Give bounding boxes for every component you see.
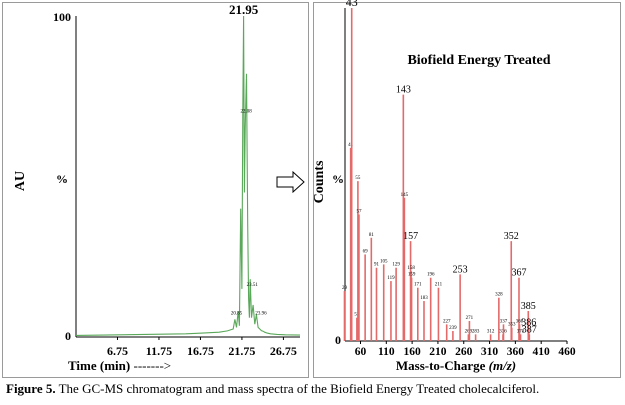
y-axis-unit: %	[56, 172, 68, 186]
caption-text: The GC-MS chromatogram and mass spectra …	[55, 381, 540, 396]
peak-label: 158	[407, 266, 415, 271]
x-tick-label: 310	[481, 346, 499, 358]
peak-label: 271	[466, 316, 474, 321]
x-tick-label: 11.75	[146, 344, 172, 358]
x-tick-label: 16.75	[187, 344, 214, 358]
peak-label: 328	[495, 293, 503, 298]
x-axis-label: Mass-to-Charge (m/z)	[396, 358, 516, 373]
peak-label: 337	[500, 319, 508, 324]
peak-label: 353	[508, 323, 516, 328]
x-tick-label: 260	[455, 346, 473, 358]
x-tick-label: 410	[533, 346, 551, 358]
x-tick-label: 110	[378, 346, 395, 358]
peak-label: 370	[517, 329, 525, 334]
chromatogram-trace	[75, 15, 301, 336]
x-axis-arrow: ------->	[133, 358, 171, 373]
peak-label: 283	[472, 329, 480, 334]
peak-label: 21.95	[229, 2, 259, 17]
y-axis-label: AU	[13, 171, 28, 191]
x-tick-label: 21.75	[228, 344, 255, 358]
figure-charts: 100 0% AU 6.75 11.75 16.75 21.75 26.75 Time (min…	[13, 0, 576, 373]
peak-label: 43	[346, 0, 358, 9]
y-tick-label: 100	[53, 10, 71, 24]
peak-label: 171	[414, 283, 422, 288]
peak-label: 211	[435, 283, 443, 288]
peak-label: 239	[449, 326, 457, 331]
figure-caption: Figure 5. The GC-MS chromatogram and mas…	[6, 381, 621, 397]
peak-label: 385	[521, 301, 536, 312]
peak-label: 143	[396, 85, 411, 96]
peak-label: 57	[356, 209, 362, 214]
peak-label: 23.96	[255, 312, 267, 317]
peak-label: 157	[403, 231, 418, 242]
peak-label: 69	[363, 249, 369, 254]
peak-label: 20.85	[231, 312, 243, 317]
x-tick-label: 460	[558, 346, 576, 358]
peak-label: 119	[387, 276, 395, 281]
y-axis-unit: %	[332, 172, 344, 186]
y-axis-label: Counts	[312, 160, 327, 203]
peak-label: 159	[408, 273, 416, 278]
peak-label: 183	[420, 296, 428, 301]
x-axis-unit: (m/z)	[489, 358, 516, 373]
peak-label: 352	[504, 231, 519, 242]
caption-label: Figure 5.	[6, 381, 56, 396]
peak-label: 91	[374, 263, 380, 268]
peak-label: 29	[342, 286, 348, 291]
right-arrow-icon	[276, 170, 305, 194]
peak-label: 145	[401, 193, 409, 198]
chromatogram-panel	[2, 2, 309, 378]
peak-label: 105	[380, 259, 388, 264]
x-axis-label: Time (min) ------->	[68, 358, 171, 373]
mass-spectrum-panel	[313, 2, 621, 378]
peak-label: 23.51	[247, 283, 259, 288]
peak-label: 387	[522, 324, 537, 335]
peak-label: 81	[369, 233, 375, 238]
peak-label: 227	[443, 319, 451, 324]
x-tick-label: 6.75	[107, 344, 128, 358]
peak-label: 253	[453, 264, 468, 275]
x-tick-label: 160	[403, 346, 421, 358]
y-tick-label: 0	[65, 329, 71, 343]
peak-label: 312	[487, 329, 495, 334]
x-tick-label: 210	[429, 346, 447, 358]
chart-title: Biofield Energy Treated	[407, 53, 550, 68]
x-tick-label: 26.75	[270, 344, 297, 358]
peak-label: 368	[516, 319, 524, 324]
peak-label: 386	[521, 318, 536, 329]
y-tick-label: 0	[335, 333, 341, 347]
peak-label: 196	[427, 273, 435, 278]
peak-label: 129	[392, 263, 400, 268]
x-tick-label: 60	[355, 346, 367, 358]
x-tick-label: 360	[507, 346, 525, 358]
peak-label: 55	[355, 176, 361, 181]
peak-label: 22.08	[240, 110, 252, 115]
peak-label: 367	[511, 268, 526, 279]
